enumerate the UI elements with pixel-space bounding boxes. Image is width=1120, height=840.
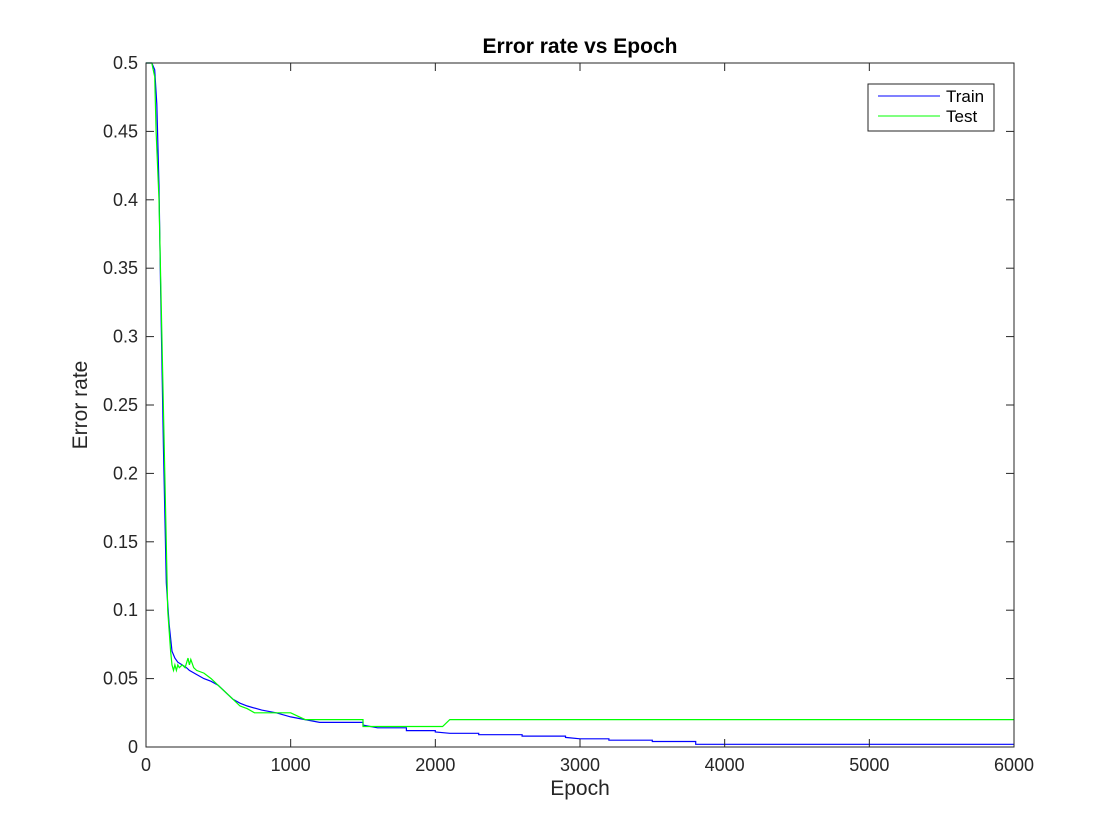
plot-frame bbox=[145, 62, 1015, 748]
series-line-test bbox=[146, 62, 1014, 728]
x-tick-label: 5000 bbox=[849, 755, 889, 775]
axes-group: 0 1000 2000 3000 4000 5000 6000 0 0.05 0.1 0.15 0.2… bbox=[103, 53, 1034, 775]
legend-label-train: Train bbox=[946, 87, 984, 106]
x-tick-label: 0 bbox=[141, 755, 151, 775]
chart-title: Error rate vs Epoch bbox=[483, 35, 678, 58]
x-tick-label: 6000 bbox=[994, 755, 1034, 775]
series-line-train bbox=[146, 62, 1014, 745]
y-tick-label: 0.4 bbox=[113, 190, 138, 210]
legend: Train Test bbox=[867, 83, 995, 132]
series-group bbox=[146, 62, 1014, 745]
x-tick-label: 3000 bbox=[560, 755, 600, 775]
y-axis-label: Error rate bbox=[69, 361, 92, 450]
y-tick-label: 0.45 bbox=[103, 121, 138, 141]
y-tick-label: 0.1 bbox=[113, 600, 138, 620]
x-axis-label: Epoch bbox=[550, 777, 610, 800]
x-tick-label: 2000 bbox=[415, 755, 455, 775]
y-tick-label: 0.5 bbox=[113, 53, 138, 73]
y-tick-label: 0.2 bbox=[113, 463, 138, 483]
x-tick-label: 4000 bbox=[705, 755, 745, 775]
y-tick-label: 0.25 bbox=[103, 395, 138, 415]
x-tick-label: 1000 bbox=[271, 755, 311, 775]
y-tick-label: 0 bbox=[128, 737, 138, 757]
y-tick-label: 0.15 bbox=[103, 532, 138, 552]
legend-label-test: Test bbox=[946, 107, 977, 126]
y-tick-label: 0.05 bbox=[103, 669, 138, 689]
legend-box bbox=[867, 83, 995, 132]
y-tick-label: 0.3 bbox=[113, 327, 138, 347]
y-tick-label: 0.35 bbox=[103, 258, 138, 278]
